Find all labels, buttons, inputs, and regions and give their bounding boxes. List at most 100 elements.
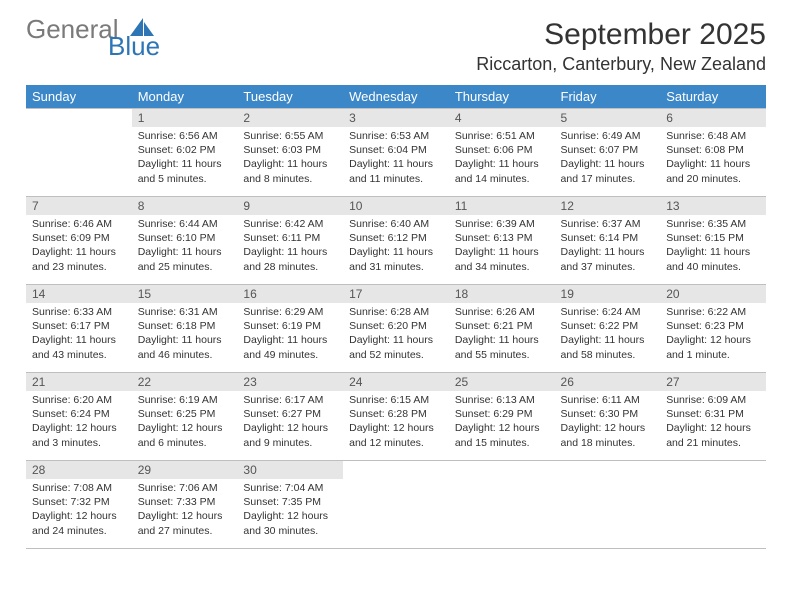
day-number: 8 bbox=[132, 197, 238, 215]
daylight-line: Daylight: 12 hours and 9 minutes. bbox=[243, 421, 337, 449]
sunset-line: Sunset: 7:33 PM bbox=[138, 495, 232, 509]
day-number: 20 bbox=[660, 285, 766, 303]
day-body: Sunrise: 6:35 AMSunset: 6:15 PMDaylight:… bbox=[660, 215, 766, 278]
daylight-line: Daylight: 11 hours and 31 minutes. bbox=[349, 245, 443, 273]
day-header: Sunday bbox=[26, 85, 132, 109]
sunset-line: Sunset: 6:04 PM bbox=[349, 143, 443, 157]
calendar-cell: 13Sunrise: 6:35 AMSunset: 6:15 PMDayligh… bbox=[660, 197, 766, 285]
sunrise-line: Sunrise: 6:13 AM bbox=[455, 393, 549, 407]
day-number: 1 bbox=[132, 109, 238, 127]
calendar-cell: 8Sunrise: 6:44 AMSunset: 6:10 PMDaylight… bbox=[132, 197, 238, 285]
sunrise-line: Sunrise: 6:37 AM bbox=[561, 217, 655, 231]
day-number: 16 bbox=[237, 285, 343, 303]
sunrise-line: Sunrise: 6:39 AM bbox=[455, 217, 549, 231]
calendar-cell: 9Sunrise: 6:42 AMSunset: 6:11 PMDaylight… bbox=[237, 197, 343, 285]
sunrise-line: Sunrise: 7:06 AM bbox=[138, 481, 232, 495]
day-number: 5 bbox=[555, 109, 661, 127]
calendar-cell: 6Sunrise: 6:48 AMSunset: 6:08 PMDaylight… bbox=[660, 109, 766, 197]
logo-word-1: General bbox=[26, 14, 119, 44]
calendar-cell bbox=[660, 461, 766, 549]
calendar-cell: 2Sunrise: 6:55 AMSunset: 6:03 PMDaylight… bbox=[237, 109, 343, 197]
sunset-line: Sunset: 6:13 PM bbox=[455, 231, 549, 245]
daylight-line: Daylight: 11 hours and 23 minutes. bbox=[32, 245, 126, 273]
daylight-line: Daylight: 11 hours and 58 minutes. bbox=[561, 333, 655, 361]
day-body: Sunrise: 6:11 AMSunset: 6:30 PMDaylight:… bbox=[555, 391, 661, 454]
day-header-row: Sunday Monday Tuesday Wednesday Thursday… bbox=[26, 85, 766, 109]
logo-word-2: Blue bbox=[108, 35, 160, 58]
sunset-line: Sunset: 6:09 PM bbox=[32, 231, 126, 245]
calendar-cell: 14Sunrise: 6:33 AMSunset: 6:17 PMDayligh… bbox=[26, 285, 132, 373]
calendar-cell: 27Sunrise: 6:09 AMSunset: 6:31 PMDayligh… bbox=[660, 373, 766, 461]
daylight-line: Daylight: 12 hours and 6 minutes. bbox=[138, 421, 232, 449]
sunset-line: Sunset: 6:11 PM bbox=[243, 231, 337, 245]
day-header: Wednesday bbox=[343, 85, 449, 109]
calendar-cell: 12Sunrise: 6:37 AMSunset: 6:14 PMDayligh… bbox=[555, 197, 661, 285]
day-body: Sunrise: 6:29 AMSunset: 6:19 PMDaylight:… bbox=[237, 303, 343, 366]
sunrise-line: Sunrise: 7:08 AM bbox=[32, 481, 126, 495]
logo-text: General Blue bbox=[26, 18, 160, 59]
daylight-line: Daylight: 12 hours and 27 minutes. bbox=[138, 509, 232, 537]
sunset-line: Sunset: 6:28 PM bbox=[349, 407, 443, 421]
day-body: Sunrise: 6:44 AMSunset: 6:10 PMDaylight:… bbox=[132, 215, 238, 278]
day-body: Sunrise: 6:13 AMSunset: 6:29 PMDaylight:… bbox=[449, 391, 555, 454]
calendar-cell: 29Sunrise: 7:06 AMSunset: 7:33 PMDayligh… bbox=[132, 461, 238, 549]
sunset-line: Sunset: 6:27 PM bbox=[243, 407, 337, 421]
day-body: Sunrise: 7:06 AMSunset: 7:33 PMDaylight:… bbox=[132, 479, 238, 542]
sunset-line: Sunset: 6:14 PM bbox=[561, 231, 655, 245]
sunset-line: Sunset: 6:20 PM bbox=[349, 319, 443, 333]
day-body: Sunrise: 6:26 AMSunset: 6:21 PMDaylight:… bbox=[449, 303, 555, 366]
sunset-line: Sunset: 6:15 PM bbox=[666, 231, 760, 245]
sunset-line: Sunset: 6:06 PM bbox=[455, 143, 549, 157]
day-body: Sunrise: 6:37 AMSunset: 6:14 PMDaylight:… bbox=[555, 215, 661, 278]
day-header: Thursday bbox=[449, 85, 555, 109]
day-number: 22 bbox=[132, 373, 238, 391]
day-body: Sunrise: 6:48 AMSunset: 6:08 PMDaylight:… bbox=[660, 127, 766, 190]
day-body: Sunrise: 6:40 AMSunset: 6:12 PMDaylight:… bbox=[343, 215, 449, 278]
calendar-cell: 15Sunrise: 6:31 AMSunset: 6:18 PMDayligh… bbox=[132, 285, 238, 373]
sunrise-line: Sunrise: 7:04 AM bbox=[243, 481, 337, 495]
calendar-table: Sunday Monday Tuesday Wednesday Thursday… bbox=[26, 85, 766, 549]
day-number: 6 bbox=[660, 109, 766, 127]
day-number: 3 bbox=[343, 109, 449, 127]
header: General Blue September 2025 Riccarton, C… bbox=[26, 18, 766, 75]
calendar-cell: 11Sunrise: 6:39 AMSunset: 6:13 PMDayligh… bbox=[449, 197, 555, 285]
calendar-cell: 20Sunrise: 6:22 AMSunset: 6:23 PMDayligh… bbox=[660, 285, 766, 373]
calendar-cell: 30Sunrise: 7:04 AMSunset: 7:35 PMDayligh… bbox=[237, 461, 343, 549]
day-header: Friday bbox=[555, 85, 661, 109]
sunrise-line: Sunrise: 6:53 AM bbox=[349, 129, 443, 143]
calendar-cell: 24Sunrise: 6:15 AMSunset: 6:28 PMDayligh… bbox=[343, 373, 449, 461]
sunrise-line: Sunrise: 6:48 AM bbox=[666, 129, 760, 143]
sunrise-line: Sunrise: 6:44 AM bbox=[138, 217, 232, 231]
day-number: 29 bbox=[132, 461, 238, 479]
sunrise-line: Sunrise: 6:46 AM bbox=[32, 217, 126, 231]
daylight-line: Daylight: 12 hours and 12 minutes. bbox=[349, 421, 443, 449]
daylight-line: Daylight: 12 hours and 15 minutes. bbox=[455, 421, 549, 449]
calendar-week-row: 28Sunrise: 7:08 AMSunset: 7:32 PMDayligh… bbox=[26, 461, 766, 549]
sunrise-line: Sunrise: 6:29 AM bbox=[243, 305, 337, 319]
calendar-cell: 25Sunrise: 6:13 AMSunset: 6:29 PMDayligh… bbox=[449, 373, 555, 461]
sunrise-line: Sunrise: 6:31 AM bbox=[138, 305, 232, 319]
calendar-cell bbox=[343, 461, 449, 549]
day-number: 23 bbox=[237, 373, 343, 391]
calendar-cell: 16Sunrise: 6:29 AMSunset: 6:19 PMDayligh… bbox=[237, 285, 343, 373]
day-number: 27 bbox=[660, 373, 766, 391]
daylight-line: Daylight: 11 hours and 5 minutes. bbox=[138, 157, 232, 185]
sunset-line: Sunset: 6:03 PM bbox=[243, 143, 337, 157]
calendar-cell: 10Sunrise: 6:40 AMSunset: 6:12 PMDayligh… bbox=[343, 197, 449, 285]
day-body: Sunrise: 6:09 AMSunset: 6:31 PMDaylight:… bbox=[660, 391, 766, 454]
day-body: Sunrise: 6:31 AMSunset: 6:18 PMDaylight:… bbox=[132, 303, 238, 366]
day-body: Sunrise: 6:56 AMSunset: 6:02 PMDaylight:… bbox=[132, 127, 238, 190]
day-body: Sunrise: 6:46 AMSunset: 6:09 PMDaylight:… bbox=[26, 215, 132, 278]
day-header: Monday bbox=[132, 85, 238, 109]
day-number: 10 bbox=[343, 197, 449, 215]
day-header: Saturday bbox=[660, 85, 766, 109]
daylight-line: Daylight: 12 hours and 1 minute. bbox=[666, 333, 760, 361]
day-number: 15 bbox=[132, 285, 238, 303]
calendar-cell: 22Sunrise: 6:19 AMSunset: 6:25 PMDayligh… bbox=[132, 373, 238, 461]
sunrise-line: Sunrise: 6:33 AM bbox=[32, 305, 126, 319]
calendar-cell: 3Sunrise: 6:53 AMSunset: 6:04 PMDaylight… bbox=[343, 109, 449, 197]
daylight-line: Daylight: 11 hours and 49 minutes. bbox=[243, 333, 337, 361]
daylight-line: Daylight: 12 hours and 21 minutes. bbox=[666, 421, 760, 449]
calendar-cell: 18Sunrise: 6:26 AMSunset: 6:21 PMDayligh… bbox=[449, 285, 555, 373]
daylight-line: Daylight: 11 hours and 28 minutes. bbox=[243, 245, 337, 273]
